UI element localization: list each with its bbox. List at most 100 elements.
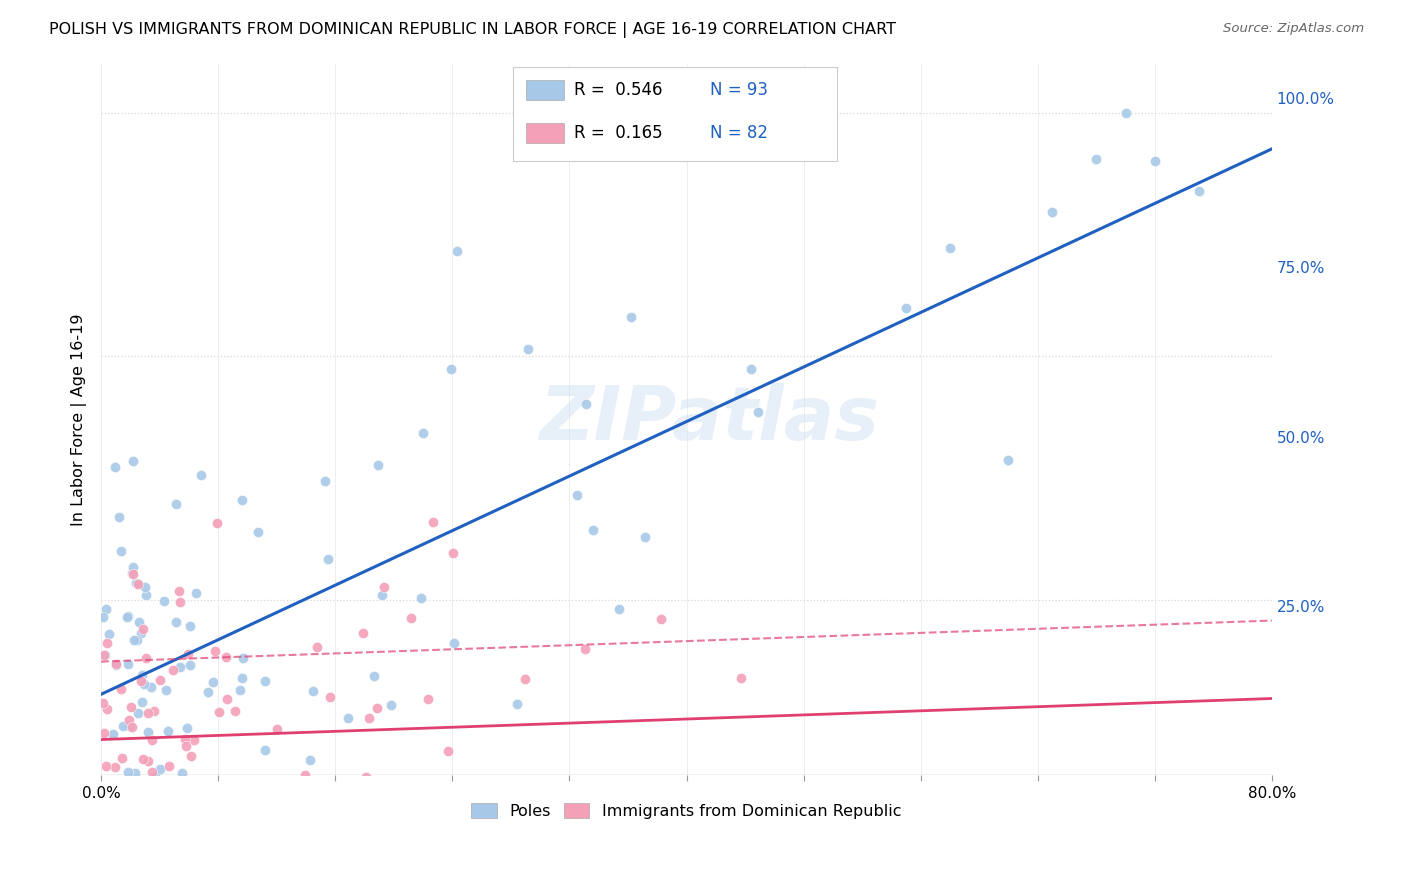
Point [246,525,269,540]
Point [134,677,156,691]
Point [101,727,124,741]
Text: R =  0.546: R = 0.546 [574,81,662,99]
Point [939,241,962,255]
Point [156,724,179,739]
Point [108,810,131,824]
Point [155,683,177,698]
Point [127,706,149,721]
Point [179,619,201,633]
Point [574,641,596,656]
Point [122,632,145,647]
Point [117,657,139,671]
Point [190,468,212,483]
Point [607,602,630,616]
Point [1040,855,1063,870]
Point [253,673,276,688]
Text: POLISH VS IMMIGRANTS FROM DOMINICAN REPUBLIC IN LABOR FORCE | AGE 16-19 CORRELAT: POLISH VS IMMIGRANTS FROM DOMINICAN REPU… [49,22,896,38]
Point [136,724,159,739]
Point [301,683,323,698]
Point [162,663,184,677]
Point [91,609,114,624]
Point [357,711,380,725]
Point [104,827,127,841]
Point [354,771,377,785]
Point [172,765,194,780]
Point [149,673,172,687]
Point [132,751,155,765]
Point [412,426,434,441]
Point [367,458,389,473]
Point [380,698,402,713]
Point [112,719,135,733]
Point [305,640,328,655]
Point [118,719,141,733]
Point [129,626,152,640]
Point [232,651,254,665]
Point [197,685,219,699]
Point [177,647,200,661]
Point [253,743,276,757]
Point [124,766,146,780]
Point [136,706,159,721]
Point [110,544,132,558]
Point [231,493,253,508]
Point [135,651,157,665]
Point [115,609,138,624]
Point [328,848,350,863]
Point [149,762,172,776]
Point [363,669,385,683]
Point [416,691,439,706]
Point [402,782,425,797]
Point [441,546,464,560]
Point [565,488,588,502]
Point [141,764,163,779]
Point [747,405,769,419]
Legend: Poles, Immigrants from Dominican Republic: Poles, Immigrants from Dominican Republi… [465,797,908,825]
Point [114,818,136,832]
Point [201,675,224,690]
Point [101,857,124,871]
Point [128,615,150,630]
Point [117,608,139,623]
Point [205,835,228,849]
Point [650,612,672,626]
Point [1040,204,1063,219]
Point [107,809,129,823]
Point [204,644,226,658]
Point [422,515,444,529]
Point [141,732,163,747]
Point [127,577,149,591]
Point [443,636,465,650]
Point [266,722,288,736]
Point [104,760,127,774]
Point [1143,154,1166,169]
Point [1115,105,1137,120]
Point [127,633,149,648]
Point [205,516,228,531]
Point [186,789,208,803]
Point [98,627,121,641]
Point [132,622,155,636]
Point [121,720,143,734]
Point [373,580,395,594]
Point [224,704,246,718]
Point [266,860,288,874]
Point [139,680,162,694]
Point [231,671,253,685]
Point [169,659,191,673]
Point [894,301,917,315]
Point [169,595,191,609]
Point [135,589,157,603]
Point [205,781,228,796]
Point [163,846,186,860]
Point [575,397,598,411]
Point [316,552,339,566]
Point [108,791,131,805]
Y-axis label: In Labor Force | Age 16-19: In Labor Force | Age 16-19 [72,313,87,526]
Text: N = 82: N = 82 [710,124,768,142]
Point [294,768,316,782]
Point [336,711,359,725]
Point [143,769,166,783]
Point [111,751,134,765]
Point [446,244,468,258]
